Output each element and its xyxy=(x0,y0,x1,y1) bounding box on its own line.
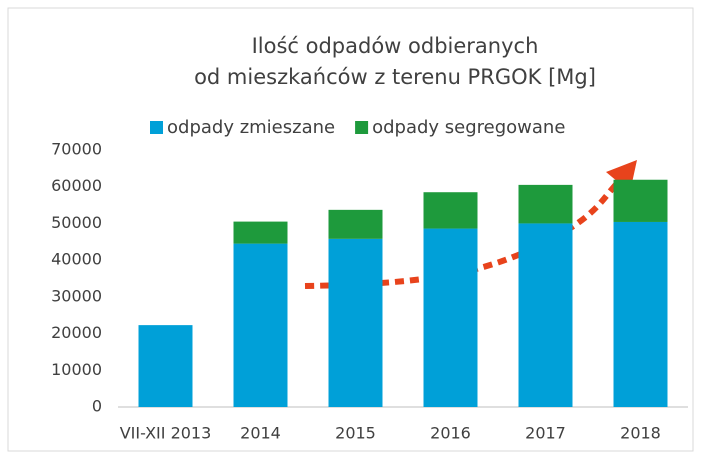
chart-title: Ilość odpadów odbieranych xyxy=(252,34,539,58)
bar-segment xyxy=(518,223,573,407)
y-tick-label: 60000 xyxy=(51,176,102,195)
y-tick-label: 0 xyxy=(92,397,102,416)
x-tick-label: 2017 xyxy=(525,424,566,443)
bar-segment xyxy=(233,221,288,244)
y-tick-label: 30000 xyxy=(51,286,102,305)
x-tick-label: 2018 xyxy=(620,424,661,443)
y-tick-label: 50000 xyxy=(51,213,102,232)
bar-segment xyxy=(233,243,288,407)
x-tick-label: 2014 xyxy=(240,424,281,443)
chart-title: od mieszkańców z terenu PRGOK [Mg] xyxy=(194,65,596,89)
legend-label: odpady segregowane xyxy=(372,117,565,138)
bar-segment xyxy=(328,209,383,239)
bar-segment xyxy=(613,179,668,222)
y-tick-label: 70000 xyxy=(51,140,102,159)
bar-segment xyxy=(423,228,478,407)
x-tick-label: 2016 xyxy=(430,424,471,443)
trend-arrow xyxy=(304,175,625,289)
legend-swatch xyxy=(150,121,163,134)
bar-segment xyxy=(138,325,193,407)
bar-segment xyxy=(328,238,383,407)
legend-label: odpady zmieszane xyxy=(167,117,335,138)
bar-segment xyxy=(423,192,478,229)
legend-swatch xyxy=(355,121,369,134)
y-tick-label: 10000 xyxy=(51,360,102,379)
y-tick-label: 20000 xyxy=(51,323,102,342)
x-tick-label: VII-XII 2013 xyxy=(120,424,212,443)
x-tick-label: 2015 xyxy=(335,424,376,443)
y-tick-label: 40000 xyxy=(51,250,102,269)
bar-segment xyxy=(613,221,668,407)
bar-segment xyxy=(518,184,573,224)
